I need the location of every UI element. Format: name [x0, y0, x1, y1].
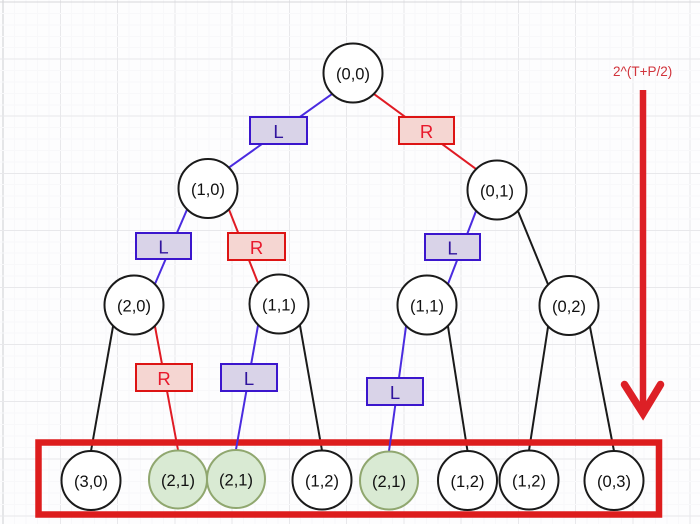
svg-text:(2,0): (2,0) — [117, 298, 151, 316]
svg-text:(0,0): (0,0) — [336, 66, 370, 84]
svg-text:R: R — [157, 368, 170, 389]
svg-text:(0,2): (0,2) — [552, 298, 586, 316]
svg-text:(1,2): (1,2) — [305, 473, 339, 491]
svg-text:(0,1): (0,1) — [480, 183, 514, 201]
svg-text:L: L — [390, 382, 400, 403]
svg-text:L: L — [244, 368, 254, 389]
svg-text:2^(T+P/2): 2^(T+P/2) — [613, 64, 672, 79]
svg-text:R: R — [420, 121, 433, 142]
svg-text:(2,1): (2,1) — [372, 473, 406, 491]
svg-text:(1,0): (1,0) — [191, 181, 225, 199]
svg-text:R: R — [250, 237, 263, 258]
svg-text:(3,0): (3,0) — [74, 473, 108, 491]
svg-text:(2,1): (2,1) — [219, 472, 253, 490]
svg-text:(1,2): (1,2) — [512, 473, 546, 491]
svg-text:L: L — [158, 237, 168, 258]
svg-text:(2,1): (2,1) — [161, 472, 195, 490]
svg-text:(1,1): (1,1) — [410, 298, 444, 316]
svg-text:(1,1): (1,1) — [262, 297, 296, 315]
svg-text:(0,3): (0,3) — [597, 473, 631, 491]
svg-text:L: L — [273, 121, 283, 142]
svg-text:(1,2): (1,2) — [451, 473, 485, 491]
svg-text:L: L — [447, 238, 457, 259]
